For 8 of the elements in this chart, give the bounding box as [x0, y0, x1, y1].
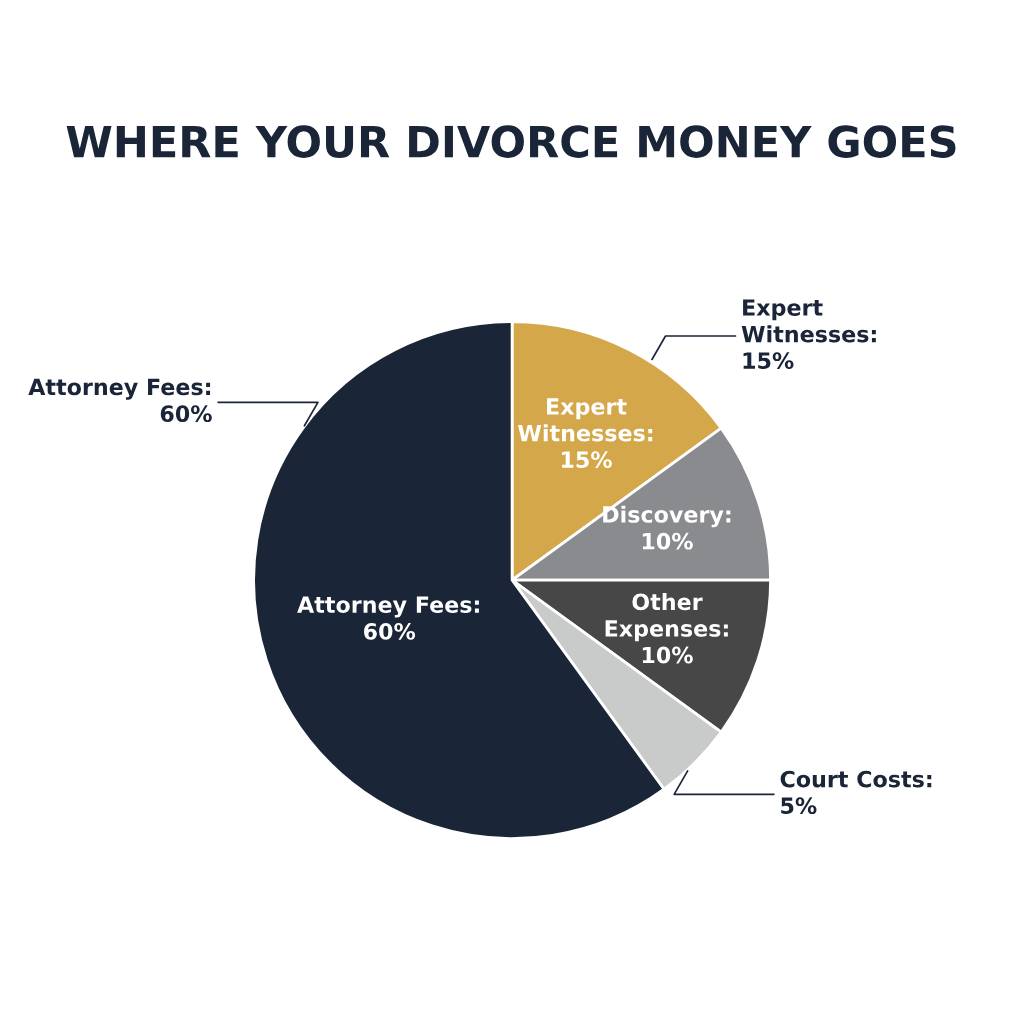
slice-label: Expert Witnesses: 15% [741, 299, 876, 370]
slice-label: Attorney Fees: 60% [297, 596, 479, 640]
chart-title: WHERE YOUR DIVORCE MONEY GOES [66, 125, 956, 158]
slice-label: Court Costs: 5% [780, 770, 932, 815]
slice-label: Discovery: 10% [603, 505, 731, 550]
slice-label: Attorney Fees: 60% [28, 378, 212, 423]
slice-label: Other Expenses: 10% [605, 593, 728, 664]
slice-label: Expert Witnesses: 15% [518, 398, 653, 469]
